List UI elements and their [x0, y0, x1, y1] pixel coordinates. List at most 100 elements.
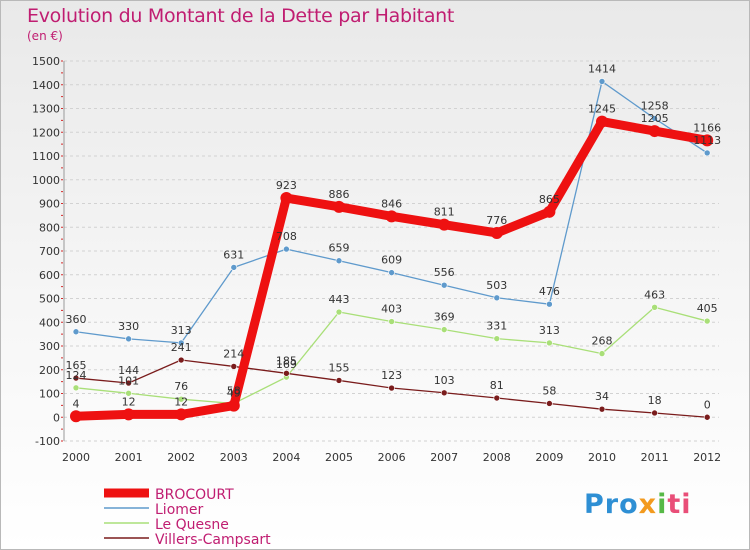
chart-title: Evolution du Montant de la Dette par Hab… [27, 5, 455, 27]
data-label: 405 [697, 302, 718, 315]
data-label: 18 [648, 394, 662, 407]
data-point [72, 384, 80, 392]
data-point [70, 410, 82, 423]
data-label: 1205 [641, 112, 669, 125]
data-point [651, 303, 658, 311]
data-point [651, 409, 658, 417]
data-point [175, 408, 188, 421]
data-label: 165 [66, 359, 87, 372]
y-tick-label: 1500 [32, 55, 60, 68]
y-tick-label: 400 [39, 316, 60, 329]
data-label: 12 [122, 395, 136, 408]
data-point [125, 389, 132, 397]
y-tick-label: -100 [35, 435, 60, 448]
data-point [543, 205, 556, 218]
data-label: 313 [171, 324, 192, 337]
data-label: 185 [276, 354, 297, 367]
legend-label: Le Quesne [155, 517, 229, 533]
data-point [230, 363, 238, 370]
data-label: 313 [539, 324, 560, 337]
data-point [546, 300, 553, 308]
data-label: 463 [644, 288, 665, 301]
data-point [227, 399, 240, 412]
data-label: 865 [539, 193, 560, 206]
y-tick-label: 700 [39, 245, 60, 258]
data-point [438, 218, 451, 231]
data-point [122, 408, 135, 421]
data-point [335, 257, 343, 265]
data-point [125, 335, 132, 343]
data-label: 1113 [693, 134, 721, 147]
x-tick-label: 2006 [378, 451, 406, 464]
legend-label: Villers-Campsart [155, 532, 271, 548]
y-tick-label: 100 [39, 388, 60, 401]
x-tick-label: 2012 [693, 451, 721, 464]
data-label: 155 [329, 361, 350, 374]
y-tick-label: 1000 [32, 174, 60, 187]
data-point [546, 339, 553, 347]
y-tick-label: 1400 [32, 79, 60, 92]
x-tick-label: 2003 [220, 451, 248, 464]
data-label: 609 [381, 254, 402, 267]
data-point [333, 200, 345, 213]
proxiti-logo: Proxiti [584, 489, 692, 520]
data-label: 1258 [641, 99, 669, 112]
x-tick-label: 2007 [430, 451, 458, 464]
data-point [703, 317, 711, 325]
data-label: 331 [486, 320, 507, 333]
data-point [701, 134, 714, 147]
y-tick-label: 500 [39, 293, 60, 306]
data-label: 1414 [588, 62, 616, 75]
data-point [335, 308, 343, 316]
data-label: 101 [118, 374, 139, 387]
data-point [493, 294, 501, 302]
data-point [490, 226, 503, 239]
x-tick-label: 2001 [115, 451, 143, 464]
y-tick-label: 1300 [32, 103, 60, 116]
data-label: 369 [434, 311, 455, 324]
data-point [388, 384, 395, 392]
data-label: 81 [490, 379, 504, 392]
data-point [280, 192, 293, 205]
data-point [493, 394, 501, 402]
logo-part-2: x [638, 489, 658, 520]
y-tick-label: 1100 [32, 150, 60, 163]
y-tick-label: 600 [39, 269, 60, 282]
data-label: 811 [434, 206, 455, 219]
data-point [125, 379, 132, 387]
data-point [651, 115, 658, 122]
y-tick-label: 1200 [32, 126, 60, 139]
data-label: 443 [329, 293, 350, 306]
legend-label: BROCOURT [155, 487, 234, 503]
y-tick-label: 0 [53, 411, 60, 424]
data-label: 144 [118, 364, 139, 377]
logo-part-4: ti [667, 489, 692, 520]
y-tick-label: 200 [39, 364, 60, 377]
data-point [703, 413, 711, 421]
data-point [177, 395, 185, 403]
chart-subtitle: (en €) [27, 29, 63, 43]
x-tick-label: 2009 [535, 451, 563, 464]
y-tick-label: 300 [39, 340, 60, 353]
data-point [388, 318, 395, 325]
x-tick-label: 2011 [641, 451, 669, 464]
data-label: 214 [223, 347, 244, 360]
data-point [230, 264, 238, 271]
data-label: 556 [434, 266, 455, 279]
data-label: 123 [381, 369, 402, 382]
data-label: 268 [592, 335, 613, 348]
data-point [440, 281, 448, 289]
legend-label: Liomer [155, 502, 204, 518]
data-point [598, 78, 606, 85]
data-point [283, 370, 290, 377]
data-point [388, 269, 395, 276]
data-label: 34 [595, 390, 609, 403]
data-label: 12 [174, 395, 188, 408]
data-label: 0 [704, 398, 711, 411]
data-point [72, 374, 80, 382]
data-label: 76 [174, 380, 188, 393]
data-point [177, 356, 185, 364]
data-label: 241 [171, 341, 192, 354]
